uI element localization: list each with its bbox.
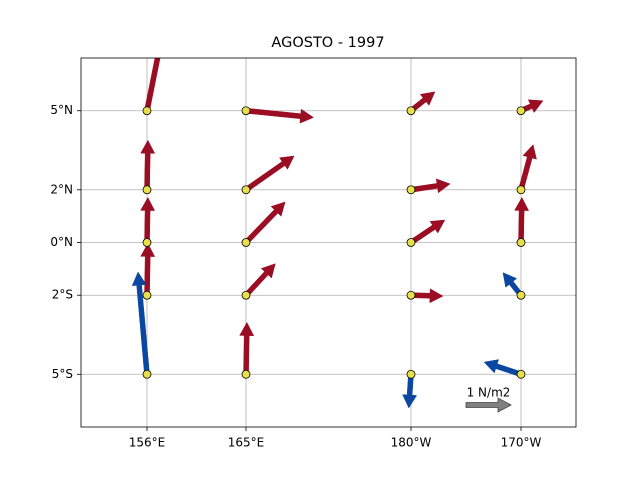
grid-point xyxy=(142,290,152,300)
x-tick-label: 156°E xyxy=(129,436,166,450)
grid-point xyxy=(516,106,526,116)
grid-point xyxy=(406,369,416,379)
grid-point xyxy=(516,238,526,247)
grid-point xyxy=(516,185,526,195)
y-tick-label: 5°S xyxy=(52,367,73,381)
vector-arrow xyxy=(409,219,446,245)
grid-point xyxy=(241,369,251,379)
x-tick-label: 180°W xyxy=(391,436,432,450)
x-tick-label: 170°W xyxy=(501,436,542,450)
grid-point xyxy=(406,185,416,195)
grid-point xyxy=(142,106,152,116)
y-tick-label: 5°N xyxy=(50,103,73,117)
grid-point xyxy=(142,238,152,247)
vector-arrow xyxy=(140,139,156,191)
vector-arrow xyxy=(243,201,286,245)
y-tick-label: 0°N xyxy=(50,235,73,249)
vector-arrow xyxy=(244,155,295,193)
vector-arrow xyxy=(144,58,161,112)
points xyxy=(142,106,526,379)
grid-point xyxy=(406,238,416,247)
grid-point xyxy=(516,369,526,379)
vector-arrow xyxy=(239,321,255,375)
grid-point xyxy=(142,369,152,379)
grid-point xyxy=(241,106,251,116)
y-tick-label: 2°N xyxy=(50,182,73,196)
vector-arrow xyxy=(243,263,276,298)
grid-point xyxy=(516,290,526,300)
vector-arrow xyxy=(140,196,156,243)
vector-arrow xyxy=(410,178,451,194)
grid-point xyxy=(241,185,251,195)
key-label: 1 N/m2 xyxy=(467,386,511,400)
vector-arrow xyxy=(131,271,150,375)
y-tick-label: 2°S xyxy=(52,288,73,302)
key-arrow xyxy=(465,397,512,413)
grid-point xyxy=(406,106,416,116)
vector-arrow xyxy=(483,359,523,378)
vector-arrow xyxy=(514,196,530,243)
grid-point xyxy=(406,290,416,300)
grid-point xyxy=(142,185,152,195)
vector-arrow xyxy=(140,242,156,296)
grid-point xyxy=(241,290,251,300)
vector-arrow xyxy=(245,107,315,124)
vectors xyxy=(131,58,544,409)
x-tick-label: 165°E xyxy=(228,436,265,450)
grid xyxy=(81,58,576,427)
chart-title: AGOSTO - 1997 xyxy=(271,35,384,51)
grid-point xyxy=(241,238,251,247)
vector-arrow xyxy=(518,144,537,191)
